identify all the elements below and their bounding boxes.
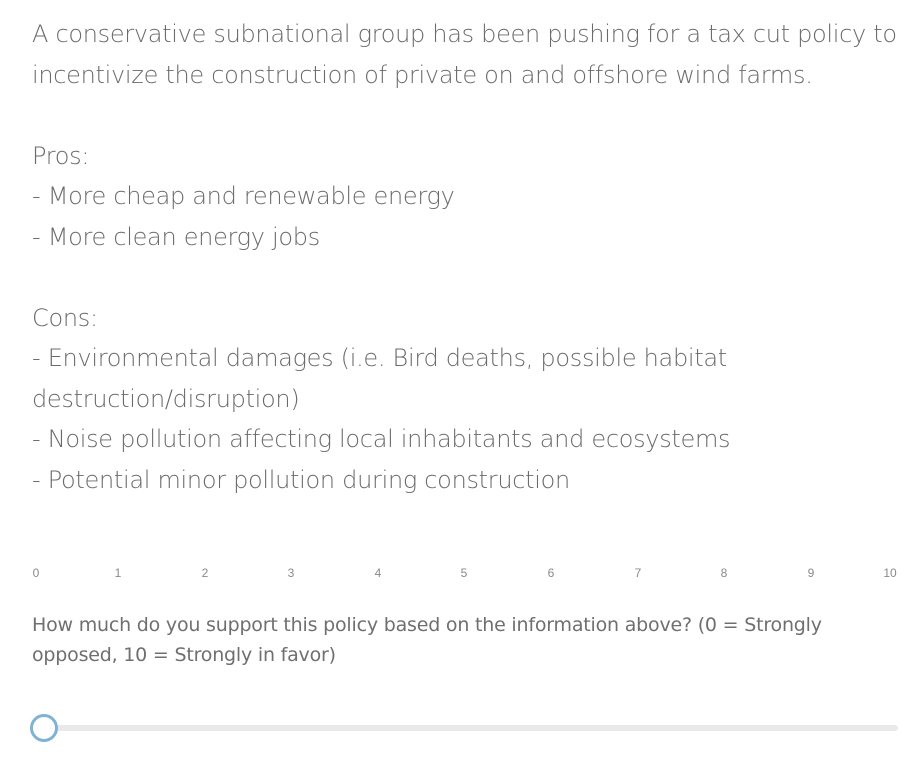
scale-label-9: 9 — [807, 566, 815, 580]
intro-text: A conservative subnational group has bee… — [32, 20, 897, 89]
scale-label-3: 3 — [287, 566, 295, 580]
policy-description: A conservative subnational group has bee… — [32, 14, 902, 500]
spacer — [32, 95, 902, 136]
scale-label-1: 1 — [114, 566, 122, 580]
scale-label-10: 10 — [883, 566, 897, 580]
scale-label-2: 2 — [201, 566, 209, 580]
scale-label-5: 5 — [460, 566, 468, 580]
slider-handle[interactable] — [30, 714, 58, 742]
scale-label-6: 6 — [547, 566, 555, 580]
pros-heading: Pros: — [32, 141, 90, 170]
scale-label-4: 4 — [374, 566, 382, 580]
pros-item: - More clean energy jobs — [32, 222, 320, 251]
question-text: How much do you support this policy base… — [32, 614, 822, 666]
pros-item: - More cheap and renewable energy — [32, 182, 455, 210]
scale-label-0: 0 — [32, 566, 40, 580]
cons-item: - Environmental damages (i.e. Bird death… — [32, 344, 727, 413]
scale-labels: 0 1 2 3 4 5 6 7 8 9 10 — [0, 566, 911, 586]
slider-track[interactable] — [44, 725, 898, 731]
spacer — [32, 257, 902, 298]
cons-heading: Cons: — [32, 303, 98, 332]
cons-item: - Potential minor pollution during const… — [32, 465, 570, 494]
support-slider[interactable] — [30, 712, 898, 744]
cons-item: - Noise pollution affecting local inhabi… — [32, 425, 731, 453]
scale-label-7: 7 — [634, 566, 642, 580]
scale-label-8: 8 — [720, 566, 728, 580]
